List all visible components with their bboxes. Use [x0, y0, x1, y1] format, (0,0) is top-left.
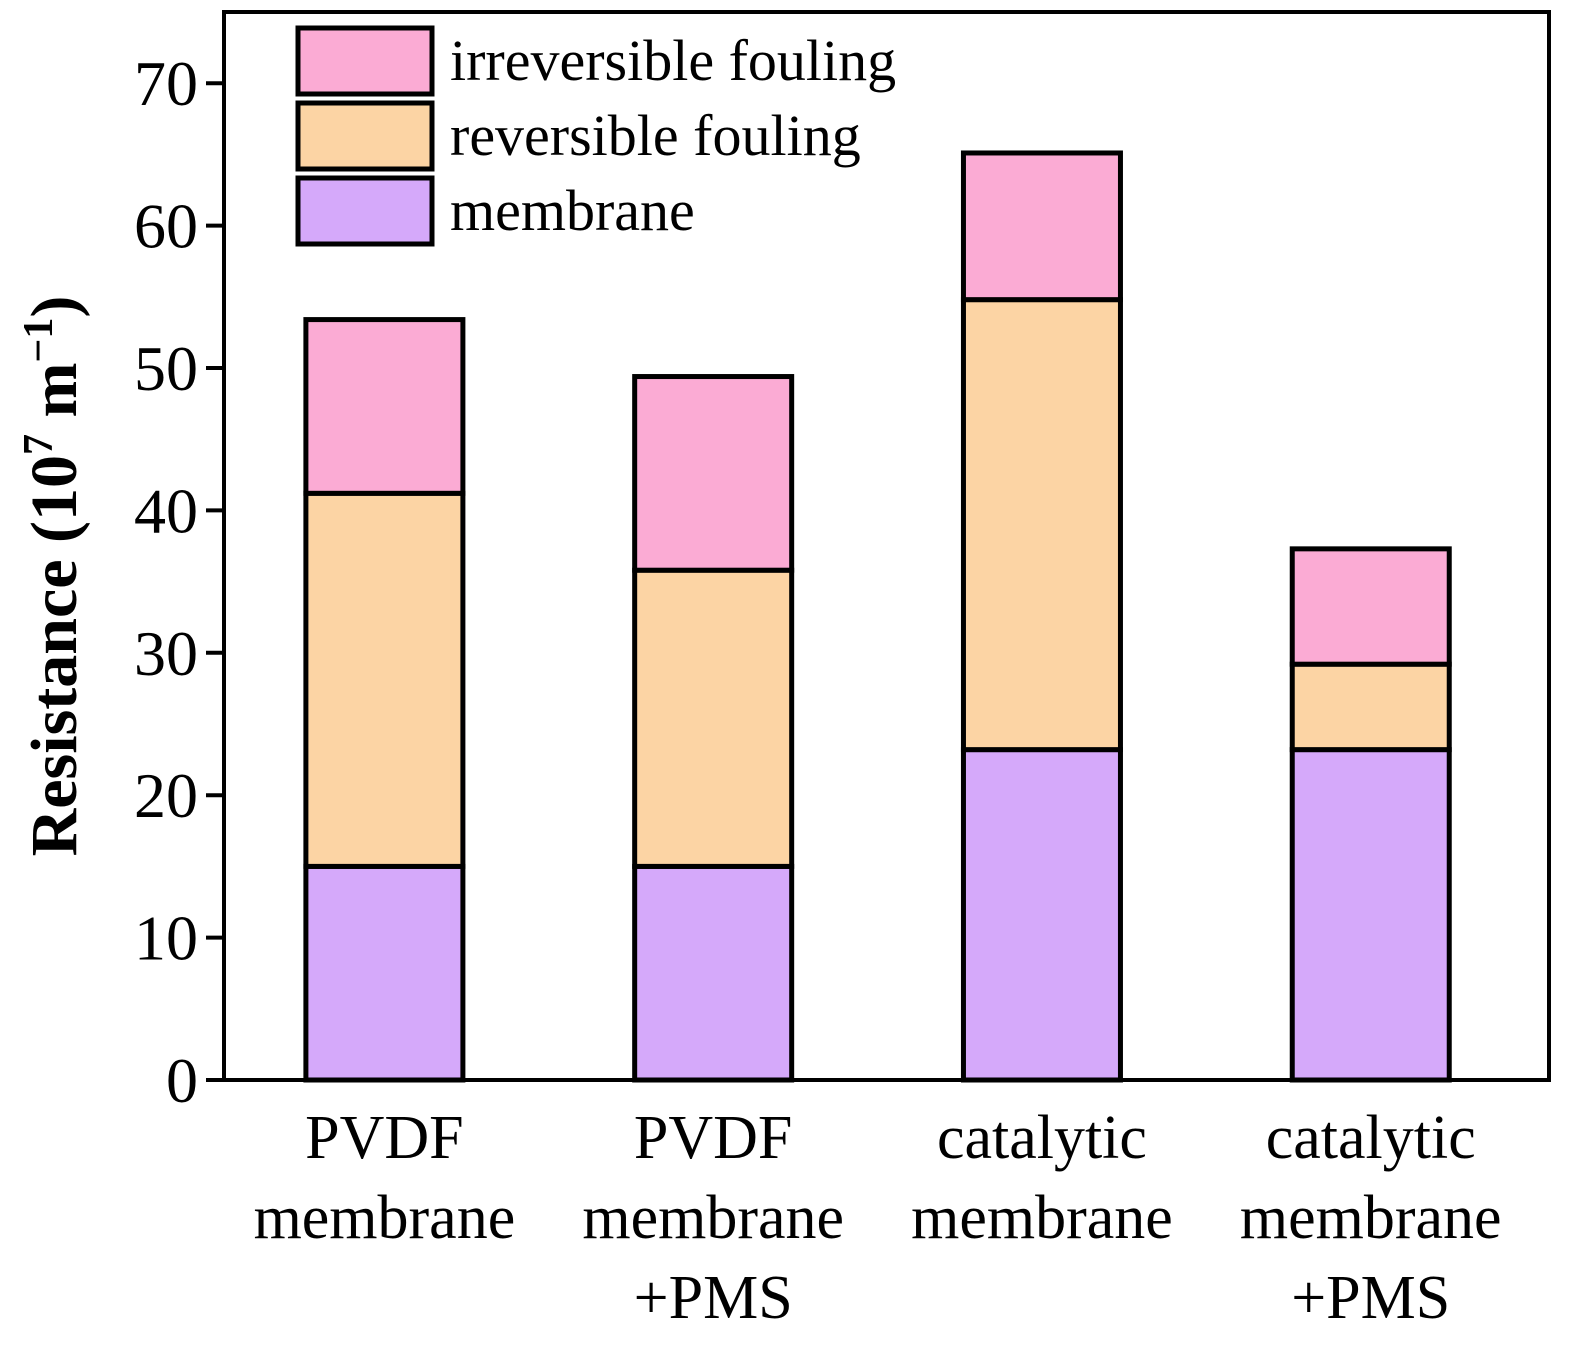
y-axis-title-unit-exponent: −1 [16, 318, 62, 363]
y-tick-label: 20 [134, 760, 198, 831]
y-axis: 0 10 20 30 40 50 60 70 [134, 48, 224, 1116]
y-tick-label: 50 [134, 333, 198, 404]
x-category-label: PVDF membrane +PMS [582, 1104, 844, 1332]
legend-swatch-irreversible-fouling [295, 25, 435, 97]
legend-label-irreversible-fouling: irreversible fouling [450, 28, 896, 93]
bar-irreversible-fouling-1 [303, 317, 466, 496]
legend-swatch-reversible-fouling [295, 100, 435, 172]
y-tick-label: 70 [134, 48, 198, 119]
bar-irreversible-fouling-4 [1289, 546, 1452, 667]
y-tick-label: 60 [134, 191, 198, 262]
bar-irreversible-fouling-2 [632, 374, 795, 573]
bar-membrane-1 [303, 863, 466, 1083]
bar-reversible-fouling-4 [1289, 661, 1452, 753]
legend-swatch-membrane [295, 175, 435, 247]
legend: irreversible fouling reversible fouling me… [295, 25, 896, 247]
bar-reversible-fouling-3 [960, 297, 1123, 753]
bar-membrane-2 [632, 863, 795, 1083]
bar-irreversible-fouling-3 [960, 150, 1123, 303]
y-axis-title-exponent: 7 [16, 434, 62, 455]
y-tick-label: 10 [134, 903, 198, 974]
bar-reversible-fouling-1 [303, 490, 466, 869]
y-tick-label: 40 [134, 475, 198, 546]
bar-reversible-fouling-2 [632, 567, 795, 869]
bar-membrane-4 [1289, 747, 1452, 1083]
y-tick-label: 0 [166, 1045, 198, 1116]
x-category-label: catalytic membrane [911, 1104, 1173, 1252]
legend-label-reversible-fouling: reversible fouling [450, 103, 861, 168]
legend-label-membrane: membrane [450, 178, 695, 243]
x-category-label: PVDF membrane [254, 1104, 516, 1252]
bars-layer [303, 150, 1452, 1083]
x-category-label: catalytic membrane +PMS [1240, 1104, 1502, 1332]
y-tick-label: 30 [134, 618, 198, 689]
x-axis: PVDF membrane PVDF membrane +PMS catalytic mem… [254, 1104, 1502, 1332]
plot-frame [222, 10, 1551, 1082]
y-axis-title: Resistance (107 m−1) [16, 296, 91, 857]
bar-membrane-3 [960, 747, 1123, 1083]
